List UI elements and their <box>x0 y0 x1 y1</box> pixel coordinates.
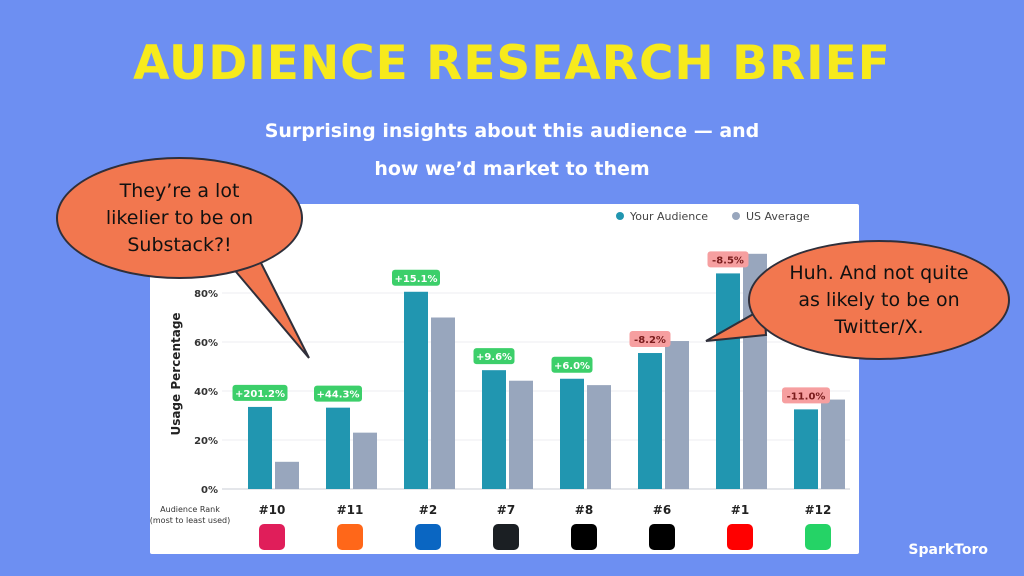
rank-caption: Audience Rank <box>160 505 220 514</box>
callout-twitter-text: Huh. And not quite as likely to be on Tw… <box>789 261 969 338</box>
bar-your-audience <box>794 409 818 489</box>
bar-chart: 0% 20% 40% 60% 80% Usage Percentage Your Audie… <box>150 210 850 550</box>
bar-your-audience <box>716 273 740 489</box>
diff-badge <box>232 384 288 401</box>
diff-badge <box>629 331 671 348</box>
rank-label: #8 <box>575 503 593 517</box>
bar-your-audience <box>404 291 428 489</box>
y-tick-label: 40% <box>194 387 218 398</box>
callout-substack: They’re a lot likelier to be on Substack… <box>56 157 303 279</box>
bar-your-audience <box>326 407 350 489</box>
y-tick-label: 60% <box>194 338 218 349</box>
medium-icon <box>571 524 597 550</box>
diff-badge <box>551 356 593 373</box>
legend-label: US Average <box>746 210 810 223</box>
bar-us-average <box>353 432 377 489</box>
diff-badge-label: +44.3% <box>316 390 359 401</box>
substack-icon <box>337 524 363 550</box>
diff-badge <box>314 385 362 402</box>
diff-badge <box>782 387 830 404</box>
rank-label: #11 <box>337 503 364 517</box>
diff-badge-label: -8.2% <box>634 335 666 346</box>
diff-badge-label: -11.0% <box>787 391 826 402</box>
bar-us-average <box>587 385 611 489</box>
rank-label: #7 <box>497 503 515 517</box>
page-subtitle: Surprising insights about this audience … <box>264 120 760 180</box>
bar-your-audience <box>248 406 272 489</box>
rank-label: #1 <box>731 503 749 517</box>
bar-us-average <box>275 461 299 489</box>
x-icon <box>649 524 675 550</box>
bar-us-average <box>665 341 689 489</box>
diff-badge-label: +15.1% <box>394 274 437 285</box>
legend-label: Your Audience <box>629 210 708 223</box>
y-tick-label: 0% <box>201 485 218 496</box>
rank-label: #2 <box>419 503 437 517</box>
github-icon <box>493 524 519 550</box>
diff-badge-label: +9.6% <box>476 352 512 363</box>
brand-logo: SparkToro <box>908 542 988 558</box>
slack-icon <box>259 524 285 550</box>
bar-your-audience <box>638 353 662 489</box>
diff-badge <box>473 348 515 365</box>
rank-label: #6 <box>653 503 671 517</box>
whatsapp-icon <box>805 524 831 550</box>
bar-us-average <box>431 317 455 489</box>
y-tick-label: 80% <box>194 289 218 300</box>
callout-substack-text: They’re a lot likelier to be on Substack… <box>105 179 254 256</box>
legend-marker <box>732 212 740 220</box>
linkedin-icon <box>415 524 441 550</box>
y-axis-label: Usage Percentage <box>169 312 183 435</box>
bar-us-average <box>509 380 533 489</box>
bar-us-average <box>821 399 845 489</box>
page-title: AUDIENCE RESEARCH BRIEF <box>133 36 891 91</box>
y-tick-label: 20% <box>194 436 218 447</box>
callout-twitter: Huh. And not quite as likely to be on Tw… <box>748 240 1010 360</box>
rank-label: #10 <box>259 503 286 517</box>
diff-badge-label: -8.5% <box>712 255 744 266</box>
rank-caption-sub: (most to least used) <box>150 516 230 525</box>
rank-label: #12 <box>805 503 832 517</box>
bar-your-audience <box>482 370 506 489</box>
legend-marker <box>616 212 624 220</box>
diff-badge <box>392 269 440 286</box>
diff-badge-label: +6.0% <box>554 361 590 372</box>
bar-your-audience <box>560 378 584 489</box>
diff-badge <box>707 251 749 268</box>
youtube-icon <box>727 524 753 550</box>
diff-badge-label: +201.2% <box>235 389 285 400</box>
